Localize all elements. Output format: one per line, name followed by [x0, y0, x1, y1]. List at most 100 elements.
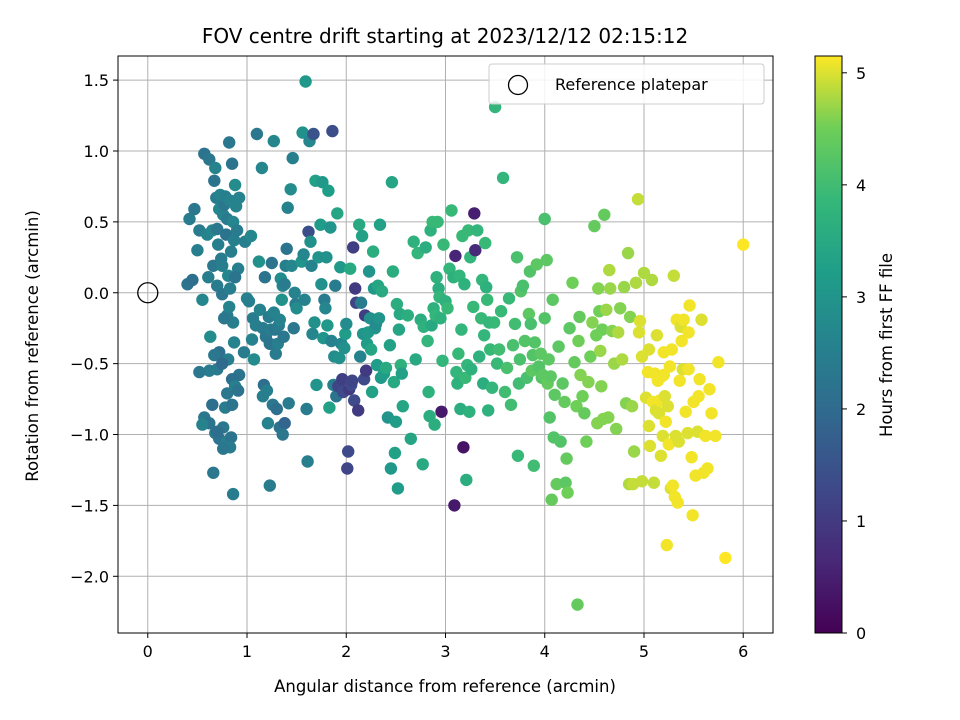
data-point	[642, 419, 656, 433]
data-point	[522, 307, 536, 321]
data-point	[467, 300, 480, 314]
data-point	[574, 368, 587, 382]
data-point	[592, 282, 605, 295]
data-point	[365, 385, 379, 399]
data-point	[660, 538, 673, 552]
colorbar-tick-label: 2	[856, 400, 866, 419]
data-point	[336, 373, 349, 386]
data-point	[502, 292, 516, 305]
data-point	[409, 353, 422, 366]
data-point	[430, 271, 443, 284]
data-point	[524, 317, 537, 331]
data-point	[298, 293, 311, 306]
data-point	[366, 245, 380, 258]
data-point	[677, 313, 690, 326]
data-point	[308, 316, 321, 329]
data-point	[675, 334, 688, 348]
data-point	[284, 183, 297, 196]
colorbar: 0 1 2 3 4 5 Hours from first FF file	[814, 55, 896, 643]
data-point	[265, 256, 278, 270]
data-point	[538, 212, 551, 226]
data-point	[258, 271, 272, 284]
data-point	[596, 323, 609, 336]
data-point	[496, 171, 510, 185]
data-point	[359, 364, 373, 377]
data-point	[685, 451, 698, 464]
data-point	[261, 417, 275, 430]
data-point	[352, 404, 365, 417]
data-point	[617, 280, 631, 294]
x-tick-label: 4	[540, 642, 550, 661]
data-point	[633, 314, 647, 328]
data-point	[661, 400, 674, 413]
data-point	[304, 235, 317, 248]
data-point	[705, 407, 718, 420]
data-point	[659, 415, 672, 428]
data-point	[278, 278, 291, 291]
data-point	[392, 323, 406, 336]
data-point	[650, 329, 664, 342]
data-point	[561, 486, 574, 499]
data-point	[324, 221, 337, 234]
data-point	[193, 365, 206, 379]
data-point	[682, 326, 695, 339]
data-point	[457, 441, 470, 454]
colorbar-tick-label: 4	[856, 176, 866, 195]
data-point	[227, 336, 241, 349]
data-point	[658, 390, 671, 403]
data-point	[354, 350, 367, 363]
data-point	[250, 127, 264, 141]
data-point	[334, 261, 347, 274]
data-point	[460, 473, 473, 487]
data-point	[719, 551, 732, 565]
data-point	[273, 313, 286, 326]
data-point	[349, 282, 362, 295]
data-point	[671, 496, 684, 509]
data-point	[286, 151, 299, 165]
data-point	[281, 201, 294, 214]
data-point	[703, 383, 716, 396]
y-tick-label: 1.5	[84, 71, 109, 90]
data-point	[344, 262, 357, 275]
data-point	[560, 452, 573, 465]
data-point	[225, 157, 239, 170]
colorbar-tick-label: 5	[856, 64, 866, 83]
data-point	[546, 293, 559, 306]
data-point	[196, 418, 209, 431]
data-point	[227, 234, 241, 247]
data-point	[603, 263, 616, 277]
data-point	[269, 347, 282, 360]
legend-label: Reference platepar	[555, 75, 708, 94]
data-point	[494, 305, 508, 318]
data-point	[211, 425, 224, 438]
data-point	[604, 282, 617, 295]
data-point	[296, 126, 309, 139]
data-point	[372, 312, 386, 325]
data-point	[425, 319, 438, 332]
data-point	[209, 161, 222, 175]
data-point	[434, 312, 447, 325]
data-point	[431, 215, 444, 229]
data-point	[510, 251, 524, 264]
data-point	[263, 479, 276, 492]
data-point	[558, 395, 571, 409]
data-point	[321, 319, 334, 332]
data-point	[390, 297, 404, 311]
data-point	[362, 265, 376, 278]
data-point	[340, 317, 353, 331]
data-point	[216, 357, 229, 370]
data-point	[487, 316, 501, 329]
data-point	[635, 475, 649, 488]
data-point	[207, 466, 220, 479]
data-point	[225, 398, 239, 411]
y-tick-label: −1.0	[70, 426, 109, 445]
data-point	[323, 401, 336, 414]
data-point	[354, 296, 368, 309]
data-point	[473, 350, 486, 363]
data-point	[576, 390, 589, 403]
data-point	[385, 176, 399, 189]
data-point	[383, 339, 397, 352]
data-point	[528, 336, 541, 349]
data-point	[712, 356, 725, 369]
data-point	[645, 273, 659, 287]
